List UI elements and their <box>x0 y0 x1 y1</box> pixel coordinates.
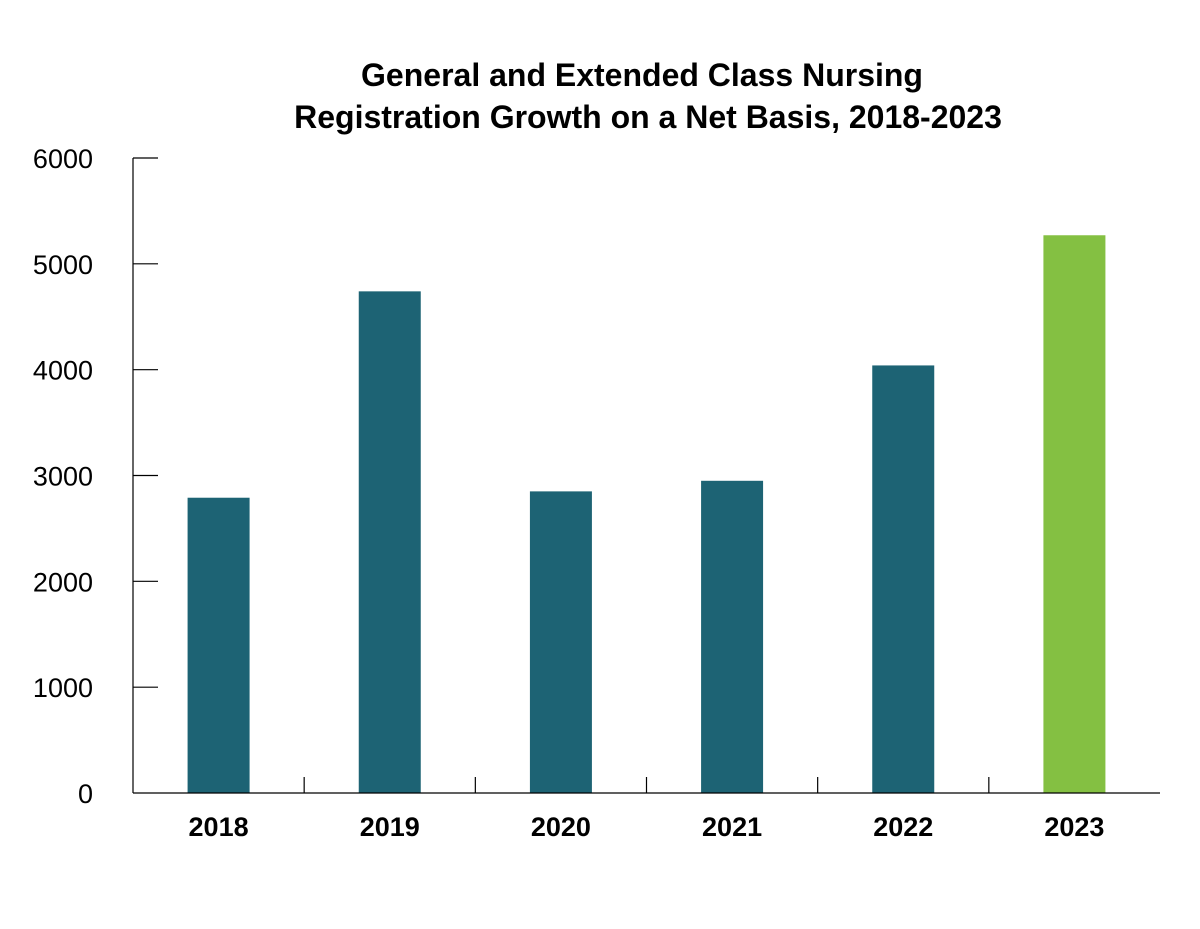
bar-2020 <box>529 491 592 793</box>
x-tick-label: 2023 <box>1044 812 1104 842</box>
y-tick-label: 4000 <box>33 356 93 386</box>
y-tick-label: 5000 <box>33 250 93 280</box>
x-tick-label: 2019 <box>360 812 420 842</box>
x-tick-label: 2022 <box>873 812 933 842</box>
x-axis: 2018 2019 2020 2021 2022 2023 <box>133 777 1160 842</box>
bar-2018 <box>187 497 250 793</box>
y-tick-label: 2000 <box>33 567 93 597</box>
y-axis: 0 1000 2000 3000 4000 5000 6000 <box>33 144 158 809</box>
y-tick-label: 3000 <box>33 462 93 492</box>
bar-2021 <box>701 480 764 793</box>
bars <box>187 235 1106 794</box>
bar-2023 <box>1043 235 1106 794</box>
y-tick-label: 1000 <box>33 673 93 703</box>
y-tick-label: 0 <box>78 779 93 809</box>
x-tick-label: 2018 <box>189 812 249 842</box>
x-tick-label: 2021 <box>702 812 762 842</box>
bar-2022 <box>872 365 935 793</box>
bar-2019 <box>358 291 421 793</box>
chart-title-line-2: Registration Growth on a Net Basis, 2018… <box>294 99 1002 135</box>
x-tick-label: 2020 <box>531 812 591 842</box>
y-tick-label: 6000 <box>33 144 93 174</box>
chart-title-line-1: General and Extended Class Nursing <box>361 57 923 93</box>
